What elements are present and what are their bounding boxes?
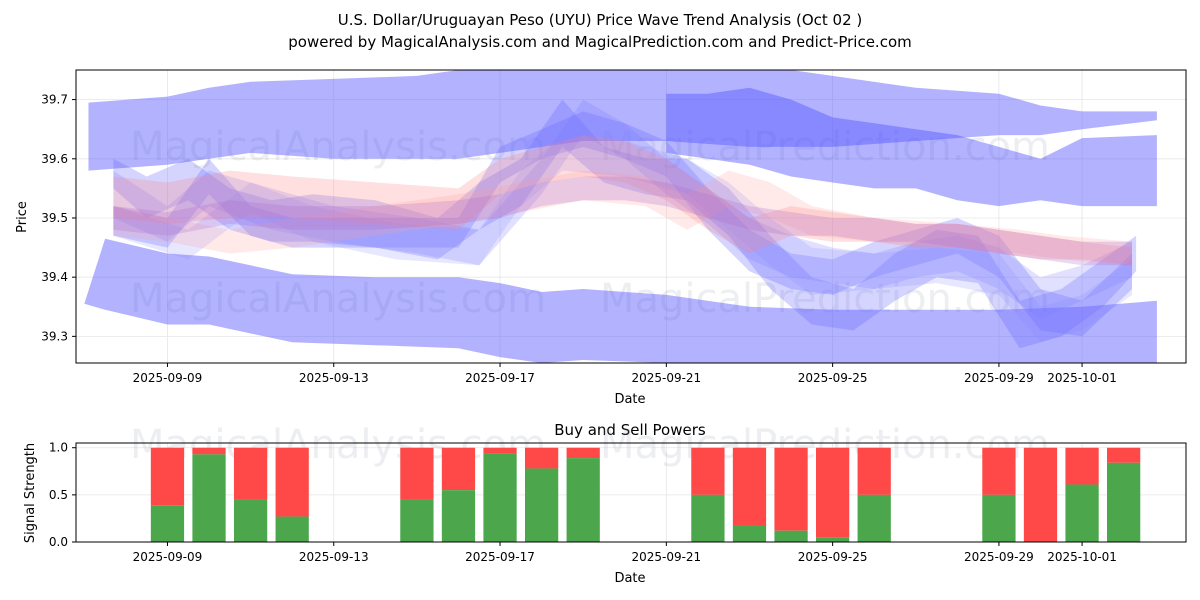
power-x-tick-label: 2025-09-21 — [631, 550, 701, 564]
price-y-tick-label: 39.4 — [41, 270, 68, 284]
sell-power-bar — [524, 447, 559, 469]
price-band-wave-3 — [113, 99, 1132, 319]
buy-power-bar — [732, 525, 767, 542]
buy-power-bar — [691, 494, 725, 542]
price-band-wave-2 — [113, 111, 1132, 337]
sell-power-bar — [1107, 447, 1141, 463]
power-x-tick-label: 2025-09-13 — [299, 550, 369, 564]
buy-power-bar — [816, 537, 850, 542]
sell-power-bar — [233, 447, 268, 500]
price-x-tick-label: 2025-09-25 — [798, 371, 868, 385]
power-y-tick-label: 0.5 — [49, 488, 68, 502]
price-x-tick-label: 2025-09-21 — [631, 371, 701, 385]
power-x-tick-label: 2025-10-01 — [1047, 550, 1117, 564]
price-y-label: Price — [15, 201, 30, 233]
buy-power-bar — [483, 453, 517, 542]
power-y-tick-label: 0.0 — [49, 535, 68, 549]
price-band-upper-envelope-2 — [666, 87, 1157, 207]
price-y-tick-label: 39.7 — [41, 93, 68, 107]
price-x-tick-label: 2025-09-09 — [133, 371, 203, 385]
price-x-label: Date — [614, 392, 645, 407]
price-band-pink-wave-2 — [113, 170, 1132, 266]
price-band-upper-envelope — [88, 70, 1157, 171]
price-y-tick-label: 39.3 — [41, 329, 68, 343]
buy-power-bar — [275, 516, 309, 542]
price-y-ticks: 39.3 39.4 39.5 39.6 39.7 — [41, 93, 76, 343]
sell-power-bar — [774, 447, 808, 531]
buy-power-bar — [857, 494, 891, 542]
buy-power-bar — [566, 458, 600, 542]
power-bars — [150, 447, 1141, 542]
watermark: MagicalAnalysis.com — [130, 124, 546, 170]
price-band-wave-4 — [113, 135, 1132, 343]
sell-power-bar — [1023, 447, 1058, 542]
price-x-ticks: 2025-09-09 2025-09-13 2025-09-17 2025-09-21… — [133, 363, 1117, 385]
price-gridlines — [76, 70, 1186, 363]
watermark: MagicalPrediction.com — [600, 124, 1050, 170]
sell-power-bar — [857, 447, 891, 495]
buy-power-bar — [524, 468, 559, 542]
price-x-tick-label: 2025-09-17 — [465, 371, 535, 385]
buy-power-bar — [982, 494, 1016, 542]
price-band-pink-wave-1 — [113, 135, 1132, 266]
buy-power-bar — [774, 530, 808, 542]
price-band-lower-envelope — [84, 238, 1157, 363]
buy-power-bar — [1107, 462, 1141, 542]
power-x-tick-label: 2025-09-17 — [465, 550, 535, 564]
price-watermarks: MagicalAnalysis.com MagicalPrediction.co… — [130, 124, 1050, 322]
price-band-purple-wave — [113, 176, 1132, 266]
power-x-tick-label: 2025-09-25 — [798, 550, 868, 564]
sell-power-bar — [691, 447, 725, 495]
chart-title-line2: powered by MagicalAnalysis.com and Magic… — [288, 33, 912, 51]
price-band-wave-1 — [113, 99, 1137, 349]
price-x-tick-label: 2025-09-29 — [964, 371, 1034, 385]
sell-power-bar — [441, 447, 476, 491]
sell-power-bar — [732, 447, 767, 526]
sell-power-bar — [816, 447, 850, 538]
sell-power-bar — [275, 447, 309, 517]
buy-power-bar — [400, 499, 434, 542]
price-wave-bands — [84, 70, 1157, 363]
sell-power-bar — [1065, 447, 1099, 485]
watermark: MagicalPrediction.com — [600, 276, 1050, 322]
power-x-label: Date — [614, 571, 645, 586]
sell-power-bar — [192, 447, 226, 455]
buy-power-bar — [233, 499, 268, 542]
sell-power-bar — [566, 447, 600, 459]
buy-power-bar — [1065, 484, 1099, 542]
buy-power-bar — [441, 490, 476, 542]
buy-power-bar — [192, 454, 226, 542]
price-x-tick-label: 2025-10-01 — [1047, 371, 1117, 385]
power-chart-title: Buy and Sell Powers — [554, 421, 706, 439]
power-y-tick-label: 1.0 — [49, 441, 68, 455]
power-x-tick-label: 2025-09-29 — [964, 550, 1034, 564]
sell-power-bar — [483, 447, 517, 454]
chart-title-line1: U.S. Dollar/Uruguayan Peso (UYU) Price W… — [338, 11, 863, 29]
power-x-tick-label: 2025-09-09 — [133, 550, 203, 564]
price-y-tick-label: 39.6 — [41, 152, 68, 166]
price-y-tick-label: 39.5 — [41, 211, 68, 225]
price-plot-frame — [75, 69, 1187, 364]
watermark: MagicalAnalysis.com — [130, 276, 546, 322]
buy-power-bar — [150, 505, 185, 542]
price-x-tick-label: 2025-09-13 — [299, 371, 369, 385]
power-y-label: Signal Strength — [23, 443, 38, 543]
sell-power-bar — [150, 447, 185, 506]
power-y-ticks: 0.0 0.5 1.0 — [49, 441, 76, 549]
sell-power-bar — [982, 447, 1016, 495]
power-x-ticks: 2025-09-09 2025-09-13 2025-09-17 2025-09-21… — [133, 542, 1117, 564]
sell-power-bar — [400, 447, 434, 500]
power-plot-frame — [75, 442, 1187, 543]
